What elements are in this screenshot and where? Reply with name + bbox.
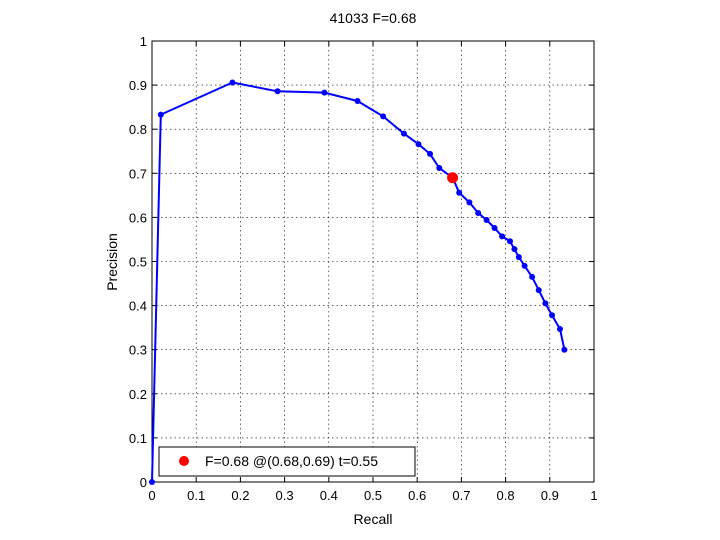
x-tick-label: 0 [148, 488, 155, 503]
pr-curve-point [561, 346, 568, 353]
y-tick-label: 0.6 [129, 210, 147, 225]
x-tick-label: 0.8 [497, 488, 515, 503]
pr-curve-point [549, 312, 556, 319]
pr-curve-point [157, 111, 164, 118]
pr-curve-point [535, 287, 542, 294]
ticks: 0 0.1 0.2 0.3 0.4 0.5 0.6 0.7 0.8 0.9 1 0 0.1 0.2 0.3 0… [129, 34, 598, 503]
x-tick-label: 1 [590, 488, 597, 503]
series [149, 79, 568, 485]
pr-curve-point [542, 300, 549, 307]
pr-curve-point [427, 150, 434, 157]
y-tick-label: 1 [140, 34, 147, 49]
pr-curve-point [483, 217, 490, 224]
pr-curve-point [149, 479, 155, 485]
pr-curve-point [436, 165, 443, 172]
best-f-point [447, 172, 459, 184]
pr-curve-point [380, 113, 387, 120]
x-tick-label: 0.5 [364, 488, 382, 503]
x-tick-label: 0.6 [408, 488, 426, 503]
pr-curve-point [511, 246, 518, 253]
pr-curve-point [229, 79, 236, 86]
pr-curve-point [507, 238, 514, 245]
x-axis-label: Recall [354, 511, 393, 527]
pr-curve-point [499, 233, 506, 240]
pr-curve-point [529, 273, 536, 280]
chart-title: 41033 F=0.68 [330, 10, 417, 26]
x-tick-label: 0.3 [276, 488, 294, 503]
y-tick-label: 0.4 [129, 299, 147, 314]
x-tick-label: 0.2 [231, 488, 249, 503]
x-tick-label: 0.4 [320, 488, 338, 503]
pr-curve-point [466, 199, 473, 206]
pr-curve-point [491, 224, 498, 231]
pr-curve-point [321, 89, 328, 96]
pr-curve-point [400, 130, 407, 137]
pr-curve-line [151, 81, 566, 483]
pr-curve-point [415, 141, 422, 148]
y-tick-label: 0.9 [129, 78, 147, 93]
pr-curve-point [475, 209, 482, 216]
legend-box [158, 446, 416, 477]
pr-curve-point [556, 325, 563, 332]
pr-curve-point [521, 262, 528, 269]
pr-curve-point [354, 97, 361, 104]
y-tick-label: 0.7 [129, 166, 147, 181]
x-tick-label: 0.9 [541, 488, 559, 503]
legend-label: F=0.68 @(0.68,0.69) t=0.55 [205, 453, 378, 469]
y-tick-label: 0.1 [129, 431, 147, 446]
x-tick-label: 0.1 [187, 488, 205, 503]
pr-curve-point [274, 88, 281, 95]
pr-curve-point [515, 254, 522, 261]
legend: F=0.68 @(0.68,0.69) t=0.55 [158, 446, 416, 477]
grid [152, 41, 594, 482]
legend-marker [179, 456, 189, 466]
y-tick-label: 0 [140, 475, 147, 490]
y-axis-label: Precision [104, 233, 120, 291]
y-tick-label: 0.2 [129, 387, 147, 402]
x-tick-label: 0.7 [452, 488, 470, 503]
pr-curve-point [456, 189, 463, 196]
y-tick-label: 0.8 [129, 122, 147, 137]
y-tick-label: 0.3 [129, 343, 147, 358]
y-tick-label: 0.5 [129, 255, 147, 270]
